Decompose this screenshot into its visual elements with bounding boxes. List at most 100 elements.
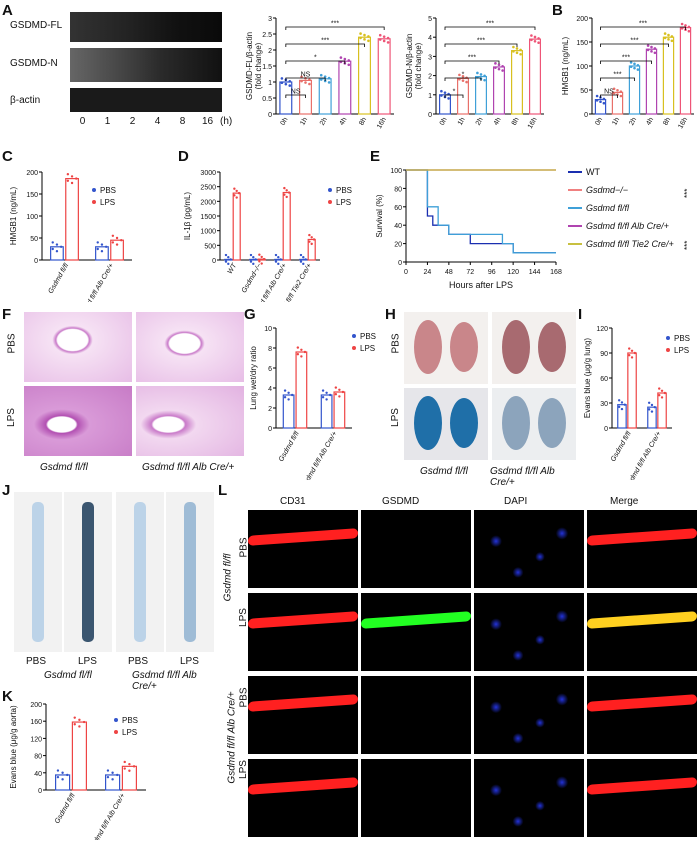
bar [318, 78, 332, 115]
fluor-image [474, 759, 584, 837]
sig-label: * [314, 55, 317, 62]
y-tick-label: 120 [596, 326, 608, 333]
bar [456, 77, 469, 115]
y-tick-label: 0.5 [262, 96, 272, 103]
sig-label: * [453, 89, 456, 96]
fluor-group-1: Gsdmd fl/fl [222, 553, 234, 602]
data-point [283, 389, 287, 392]
data-point [670, 39, 674, 43]
blot-tp-0: 0 [79, 116, 86, 127]
lung-photo-panel: PBS LPS Gsdmd fl/fl Gsdmd fl/fl Alb Cre/… [390, 312, 582, 488]
data-point [51, 247, 54, 251]
x-tick-label: 16h [527, 116, 539, 130]
bar [95, 246, 109, 261]
data-point [115, 236, 119, 240]
x-tick-label-group: 16h [376, 116, 388, 130]
data-point [629, 65, 633, 69]
data-point [258, 253, 261, 256]
data-point [280, 77, 284, 80]
x-tick-label: WT [227, 262, 239, 276]
data-point [302, 256, 305, 259]
data-point [476, 71, 479, 75]
bar [65, 178, 79, 261]
legend-text: PBS [122, 716, 138, 725]
x-tick-label-group: WT [227, 262, 239, 276]
x-tick-label-group: Gsdmd fl/fl [47, 262, 70, 295]
data-point [327, 81, 331, 84]
y-axis-label-line: GSDMD-FL/β-actin [245, 32, 254, 100]
data-point [382, 35, 386, 38]
hist-row-lps: LPS [5, 408, 17, 427]
y-axis-label-line: (fold change) [414, 42, 423, 89]
y-tick-label: 200 [30, 702, 42, 709]
legend-text: LPS [336, 198, 351, 207]
data-point [308, 78, 311, 81]
x-tick-label: Gsdmd fl/fl Alb Cre/+ [88, 793, 126, 841]
data-point [667, 33, 670, 37]
bar [617, 404, 627, 429]
data-point [616, 88, 619, 92]
data-point [595, 99, 599, 102]
data-point [59, 245, 63, 248]
legend-text: Gsdmd fl/fl Tie2 Cre/+ [586, 239, 674, 249]
survival-line [406, 169, 556, 254]
bar [474, 75, 487, 115]
fluor-grid [248, 510, 700, 842]
data-point [100, 250, 104, 253]
data-point [359, 32, 362, 35]
sig-bracket [600, 94, 618, 98]
data-point [363, 33, 366, 37]
y-tick-label: 8 [268, 346, 272, 353]
data-point [290, 393, 294, 397]
blot-fl [70, 12, 222, 42]
data-point [319, 73, 323, 77]
bar [274, 258, 283, 261]
chart-evans-aorta: Evans blue (μg/g aorta) 0 40 80 120 160 200 Gsd… [9, 702, 146, 841]
data-point [66, 773, 69, 777]
data-point [612, 91, 616, 95]
bar [110, 239, 124, 261]
sig-bracket [444, 26, 536, 30]
data-point [56, 769, 60, 772]
y-tick-label: 0 [212, 258, 216, 265]
fluor-image [587, 676, 697, 754]
aorta-photo-panel: PBS LPS PBS LPS Gsdmd fl/fl Gsdmd fl/fl … [14, 492, 214, 692]
data-point [128, 762, 131, 766]
data-point [300, 79, 303, 83]
data-point [497, 67, 501, 71]
x-tick-label-group: 4h [645, 116, 655, 126]
x-tick-label: Gsdmd−/− [241, 263, 263, 295]
y-tick-label: 1500 [200, 214, 216, 221]
x-tick-label-group: 8h [358, 116, 368, 126]
sig-label: *** [622, 55, 630, 62]
data-point [304, 258, 307, 261]
y-axis-label: Lung wet/dry ratio [249, 346, 258, 410]
data-point [300, 355, 303, 358]
data-point [334, 393, 338, 396]
aorta-group-2: Gsdmd fl/fl Alb Cre/+ [132, 670, 197, 692]
data-point [284, 82, 288, 86]
bar [377, 38, 391, 115]
data-point [287, 391, 290, 394]
x-tick-label-group: 1h [611, 116, 621, 126]
data-point [386, 36, 390, 40]
x-tick-label: 1h [611, 116, 621, 126]
data-point [461, 75, 465, 78]
x-tick-label: 2h [475, 116, 485, 126]
bar [282, 191, 291, 261]
data-point [111, 771, 114, 774]
data-point [347, 63, 351, 67]
data-point [279, 258, 282, 261]
fluor-image [587, 759, 697, 837]
y-tick-label: 100 [26, 214, 38, 221]
data-point [519, 52, 522, 56]
y-tick-label: 90 [600, 351, 608, 358]
y-tick-label: 1.5 [262, 64, 272, 71]
y-tick-label: 160 [30, 719, 42, 726]
data-point [302, 262, 305, 266]
hist-col-1: Gsdmd fl/fl [40, 462, 88, 473]
data-point [512, 45, 515, 49]
data-point [55, 250, 59, 253]
data-point [602, 101, 606, 105]
y-tick-label: 10 [264, 326, 272, 333]
